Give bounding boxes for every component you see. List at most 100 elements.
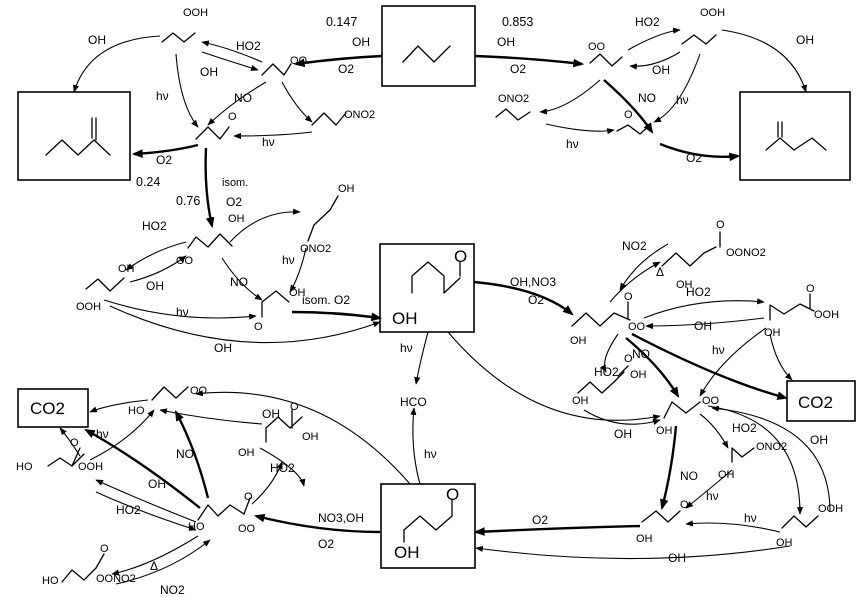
label-ho2-mr: HO2 xyxy=(686,285,711,299)
label-no2-mr: NO2 xyxy=(622,239,647,253)
butyl-nitrate-skeleton xyxy=(311,112,347,126)
label-hv-tr: hν xyxy=(676,93,689,107)
label-ooh-tr: OOH xyxy=(700,7,725,19)
arrow-ethylperoxy-to-co2 xyxy=(89,399,149,413)
label-hv-tl2: hν xyxy=(262,135,275,149)
label-oo-tr: OO xyxy=(588,41,606,53)
butane-skeleton xyxy=(402,45,451,63)
label-oh-left: OH xyxy=(352,35,370,49)
label-o2-left: O2 xyxy=(338,62,354,76)
arrow-hphydroperoxide-oh-hydroxypropanal xyxy=(475,545,791,560)
label-ooh-mr: OOH xyxy=(814,309,839,321)
label-hv-center2: hν xyxy=(424,447,437,461)
hydroxybutyl-nitrate-skeleton xyxy=(307,195,339,242)
arrow-hphydroperoxide-hv-alkoxy xyxy=(685,520,781,533)
label-oo-tl: OO xyxy=(290,55,308,67)
arrow-hydroxypropanal-to-acylperoxy xyxy=(253,513,381,534)
arrow-peracid-hv-peroxy xyxy=(699,327,767,397)
hydroxybutanoic-acid-carbonyl xyxy=(617,365,629,377)
hydroxyethyl-peracid-carbonyl xyxy=(71,447,81,467)
hydroxypropionylperoxy-skeleton xyxy=(197,504,245,521)
label-ono2-lr: ONO2 xyxy=(756,441,787,453)
label-ho2-lr: HO2 xyxy=(732,421,757,435)
arrow-hpperoxy-to-nitrate xyxy=(699,413,729,449)
label-oh-tl3: OH xyxy=(88,33,106,47)
arrow-peracid-hv-co2-left xyxy=(59,427,81,457)
arrow-hbperoxy-to-nitrate xyxy=(229,208,301,243)
sec-butylperoxy-skeleton xyxy=(589,53,623,67)
label-o2-lr: O2 xyxy=(532,513,548,527)
arrow-hydroperoxide-hv-butoxy xyxy=(175,53,199,128)
label-oh-mr4: OH xyxy=(764,327,781,339)
hydroxybutyl-peroxynitrate-skeleton xyxy=(661,246,717,267)
hydroxybutanal-skeleton xyxy=(411,261,461,294)
hydroxypropanal-o: O xyxy=(446,485,459,504)
arrow-pan-to-acylperoxy-left xyxy=(115,539,211,585)
butanone-box xyxy=(739,91,851,181)
label-hv-tr2: hν xyxy=(566,137,579,151)
hydroxyethylperoxy-skeleton xyxy=(151,386,189,401)
label-ho-ll2: HO xyxy=(16,461,33,473)
arrow-hydroxypropanal-hv-hco xyxy=(410,407,421,485)
arrow-acid-oh-peroxy xyxy=(583,409,661,425)
arrow-butylperoxy-to-hydroperoxide xyxy=(201,40,263,63)
sec-butyl-hydroperoxide-skeleton xyxy=(681,34,717,45)
butoxy-skeleton xyxy=(195,126,230,140)
label-hv-ml: hν xyxy=(282,253,295,267)
label-oh-no3: OH,NO3 xyxy=(510,275,556,289)
co2-right-text: CO2 xyxy=(798,393,833,412)
label-ho-ll4: HO xyxy=(42,575,59,587)
arrow-acylperoxy-to-co2 xyxy=(631,332,789,400)
label-oh-lr: OH xyxy=(572,395,589,407)
label-o2-tl2: O2 xyxy=(226,195,242,209)
arrow-hbhydroperoxide-hv-alkoxy xyxy=(103,299,257,320)
label-hv-lr: hν xyxy=(706,489,719,503)
arrow-nitrate-hv-butoxy xyxy=(233,131,313,140)
arrow-hpperoxy-no-alkoxy xyxy=(660,425,678,511)
arrow-acylperoxy-no-ethylperoxy xyxy=(174,410,210,499)
label-o2-right: O2 xyxy=(510,62,526,76)
label-delta-mr: Δ xyxy=(656,265,664,279)
co2-box-left xyxy=(17,388,89,428)
label-oo-ll2: OO xyxy=(238,523,256,535)
hydroxybutanoic-acid-skeleton xyxy=(577,371,625,394)
arrow-sec-hydroperoxide-hv xyxy=(653,53,701,123)
arrow-hydroxybutanal-to-acylperoxy xyxy=(473,280,574,316)
label-oh-tl2: OH xyxy=(200,65,218,79)
label-isom-o2-ml: isom. O2 xyxy=(302,293,350,307)
arrow-acylperoxy-to-peracid xyxy=(643,298,765,319)
arrow-hydroxybutanal-hv-hco xyxy=(414,331,429,385)
label-oh-ll2: OH xyxy=(302,431,319,443)
arrow-butylperoxy-no-butoxy xyxy=(207,81,267,126)
label-oh-lr3: OH xyxy=(614,427,632,441)
label-o-ll3: O xyxy=(244,491,253,503)
arrow-hpnitrate-hv-alkoxy xyxy=(685,469,733,509)
label-o2-tr: O2 xyxy=(686,151,702,165)
label-oh-ml2: OH xyxy=(338,183,355,195)
label-oh-mr3: OH xyxy=(694,319,712,333)
label-ono2-ml: ONO2 xyxy=(300,243,331,255)
arrow-pan-to-acylperoxy xyxy=(619,243,669,291)
label-ho2-tr: HO2 xyxy=(635,15,660,29)
label-no-tr: NO xyxy=(638,91,656,105)
label-oo-mr: OO xyxy=(628,321,646,333)
arrow-sec-nitrate-hv xyxy=(545,123,615,135)
butylperoxy-skeleton xyxy=(261,63,292,76)
label-oh-ml5: OH xyxy=(289,287,306,299)
arrow-acylperoxy-to-pan-left xyxy=(111,535,199,576)
label-hco: HCO xyxy=(400,395,427,409)
label-no-ml: NO xyxy=(230,275,248,289)
label-oh-lr9: OH xyxy=(668,551,686,565)
label-oh-lr4: OH xyxy=(656,425,673,437)
co2-left-text: CO2 xyxy=(30,399,65,418)
sec-butyl-nitrate-skeleton xyxy=(495,108,531,121)
label-oh-lr6: OH xyxy=(718,469,735,481)
hydroxypropionyl-peroxynitrate-carbonyl xyxy=(95,553,105,569)
label-o2-tl: O2 xyxy=(156,153,172,167)
hydroxypropionylperoxy-carbonyl xyxy=(243,497,251,515)
arrow-acylperoxy-to-acid xyxy=(600,333,619,373)
label-no-lr: NO xyxy=(680,469,698,483)
hydroxybutanal-box xyxy=(379,243,475,333)
label-ho2-ll2: HO2 xyxy=(116,503,141,517)
